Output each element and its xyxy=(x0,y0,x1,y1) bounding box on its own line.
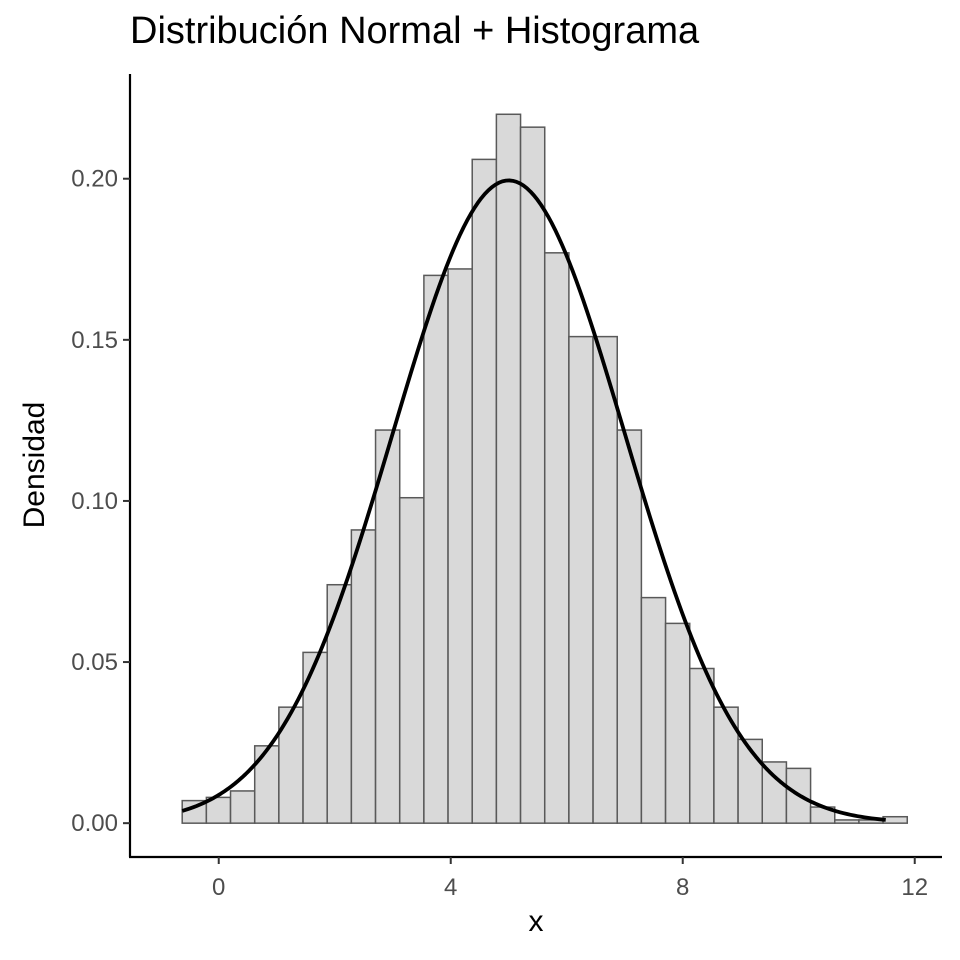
y-ticks: 0.00 0.05 0.10 0.15 0.20 xyxy=(71,166,130,837)
y-tick-label: 0.05 xyxy=(71,649,118,676)
histogram-bar xyxy=(568,335,594,824)
histogram-bar xyxy=(398,496,425,824)
histogram-bar xyxy=(737,738,764,824)
x-tick-label: 0 xyxy=(212,874,225,901)
histogram-bar xyxy=(471,158,498,824)
x-axis-label: x xyxy=(528,905,544,938)
histogram-bar xyxy=(688,667,715,824)
y-tick-label: 0.20 xyxy=(71,166,118,193)
histogram-bar xyxy=(834,819,860,824)
histogram-bar xyxy=(882,815,909,824)
x-tick-label: 8 xyxy=(676,874,689,901)
y-tick-label: 0.15 xyxy=(71,327,118,354)
y-tick-label: 0.00 xyxy=(71,810,118,837)
density-curve-layer xyxy=(181,178,886,822)
x-ticks: 0 4 8 12 xyxy=(212,857,928,901)
histogram-bars xyxy=(181,113,909,824)
x-tick-label: 12 xyxy=(901,874,928,901)
histogram-bar xyxy=(543,252,570,824)
histogram-bar xyxy=(447,268,473,824)
histogram-bar xyxy=(326,583,353,824)
histogram-bar xyxy=(253,745,280,824)
histogram-bar xyxy=(519,126,546,824)
axes xyxy=(128,74,942,859)
histogram-bar xyxy=(616,429,643,824)
y-tick-label: 0.10 xyxy=(71,488,118,515)
histogram-bar xyxy=(350,529,377,824)
chart-title: Distribución Normal + Histograma xyxy=(130,10,700,52)
histogram-bar xyxy=(495,113,522,824)
histogram-bar xyxy=(229,790,256,824)
histogram-bar xyxy=(592,335,618,824)
histogram-bar xyxy=(423,274,449,824)
histogram-bar xyxy=(640,596,667,824)
histogram-bar xyxy=(761,761,788,824)
histogram-bar xyxy=(664,622,691,824)
y-axis-label: Densidad xyxy=(18,401,51,529)
histogram-bar xyxy=(374,429,401,824)
x-tick-label: 4 xyxy=(444,874,457,901)
normal-density-curve xyxy=(181,178,886,822)
